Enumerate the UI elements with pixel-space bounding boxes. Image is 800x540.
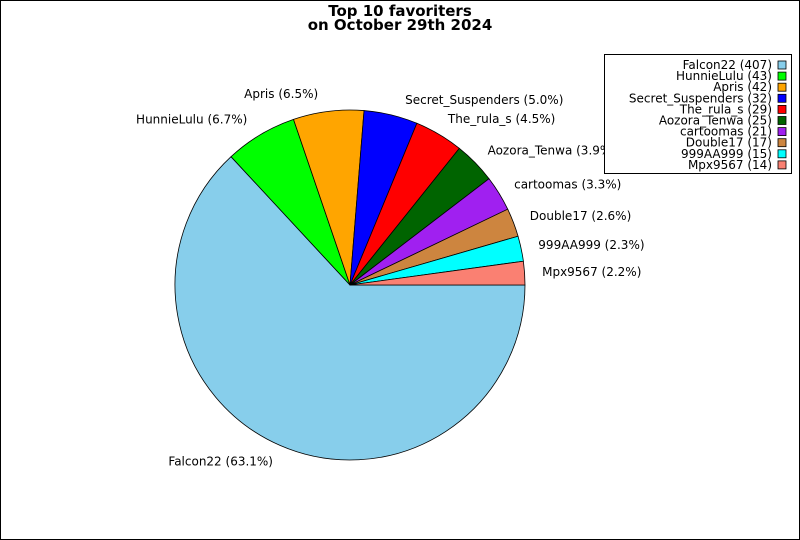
legend-box bbox=[604, 54, 792, 174]
legend-swatch-mpx9567 bbox=[777, 160, 787, 170]
slice-label-secret-suspenders: Secret_Suspenders (5.0%) bbox=[405, 93, 563, 107]
legend-swatch-apris bbox=[777, 82, 787, 92]
legend: Falcon22 (407)HunnieLulu (43)Apris (42)S… bbox=[604, 54, 792, 174]
slice-label-aozora-tenwa: Aozora_Tenwa (3.9%) bbox=[488, 143, 616, 157]
legend-label-the-rula-s: The_rula_s (29) bbox=[679, 102, 772, 116]
legend-label-999aa999: 999AA999 (15) bbox=[681, 147, 772, 161]
legend-label-secret-suspenders: Secret_Suspenders (32) bbox=[629, 91, 772, 105]
slice-label-falcon22: Falcon22 (63.1%) bbox=[168, 454, 273, 468]
chart-title-line2: on October 29th 2024 bbox=[308, 16, 493, 34]
legend-label-apris: Apris (42) bbox=[713, 80, 772, 94]
slice-label-hunnielulu: HunnieLulu (6.7%) bbox=[136, 113, 247, 127]
legend-swatch-falcon22 bbox=[777, 60, 787, 70]
pie-slice-falcon22 bbox=[174, 156, 526, 461]
chart-title-line1: Top 10 favoriters bbox=[328, 2, 472, 20]
legend-label-mpx9567: Mpx9567 (14) bbox=[688, 158, 772, 172]
legend-label-double17: Double17 (17) bbox=[686, 136, 772, 150]
legend-label-hunnielulu: HunnieLulu (43) bbox=[676, 69, 772, 83]
pie-slice-mpx9567 bbox=[349, 260, 526, 286]
slice-labels: Falcon22 (63.1%) HunnieLulu (6.7%) Apris (… bbox=[136, 87, 644, 468]
legend-swatch-999aa999 bbox=[777, 149, 787, 159]
legend-swatch-double17 bbox=[777, 138, 787, 148]
legend-swatch-aozora-tenwa bbox=[777, 116, 787, 125]
legend-swatch-cartoomas bbox=[777, 127, 787, 136]
slice-label-apris: Apris (6.5%) bbox=[244, 87, 318, 101]
legend-label-falcon22: Falcon22 (407) bbox=[683, 58, 772, 72]
legend-label-aozora-tenwa: Aozora_Tenwa (25) bbox=[659, 114, 772, 128]
legend-swatch-the-rula-s bbox=[777, 105, 787, 114]
slice-label-cartoomas: cartoomas (3.3%) bbox=[514, 177, 621, 191]
slice-label-double17: Double17 (2.6%) bbox=[530, 209, 631, 223]
legend-label-cartoomas: cartoomas (21) bbox=[680, 125, 772, 139]
slice-label-the-rula-s: The_rula_s (4.5%) bbox=[447, 112, 555, 126]
slice-label-mpx9567: Mpx9567 (2.2%) bbox=[542, 265, 641, 279]
legend-swatch-hunnielulu bbox=[777, 71, 787, 81]
slice-label-999aa999: 999AA999 (2.3%) bbox=[538, 238, 644, 252]
pie-slices bbox=[174, 109, 526, 461]
legend-swatch-secret-suspenders bbox=[777, 93, 787, 103]
